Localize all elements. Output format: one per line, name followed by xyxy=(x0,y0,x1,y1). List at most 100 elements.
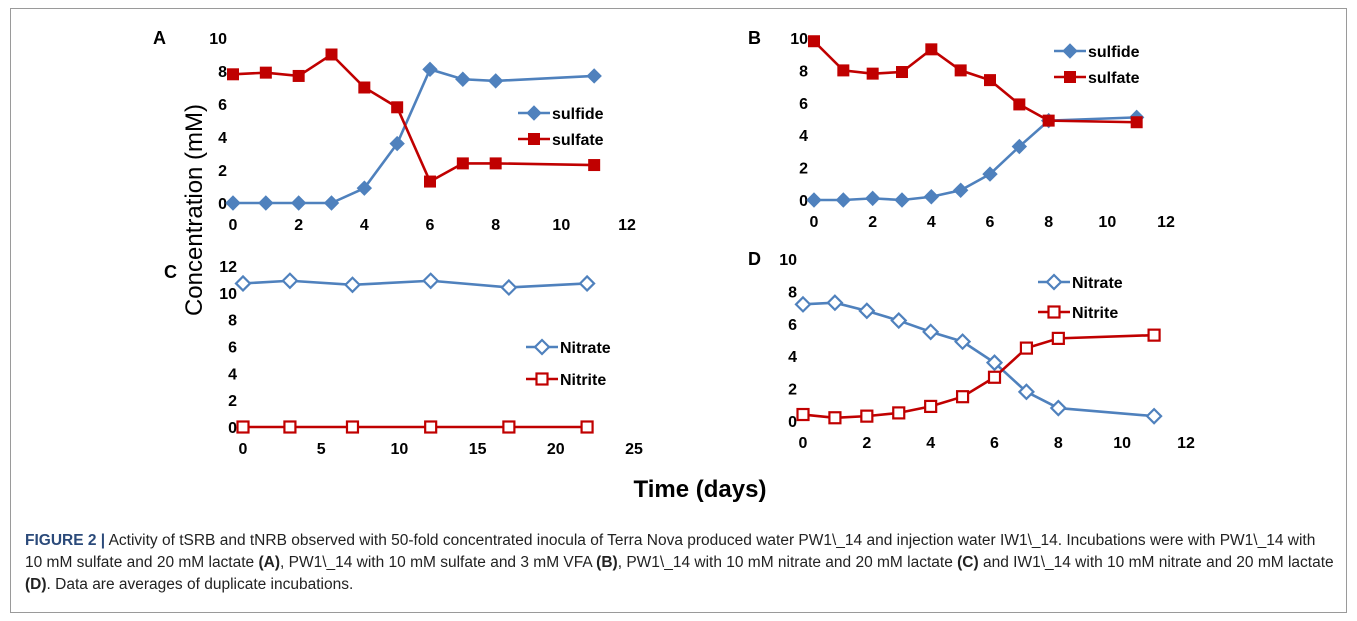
figure-svg: Concentration (mM) Time (days) A 0 2 4 6 8 10 0… xyxy=(153,28,1195,503)
panel-a-xtick-label: 2 xyxy=(294,217,303,234)
panel-a-xtick-label: 4 xyxy=(360,217,369,234)
panel-b-legend-sulfate: sulfate xyxy=(1054,70,1140,87)
caption-text-2: , PW1\_14 with 10 mM sulfate and 3 mM VF… xyxy=(280,554,597,571)
panel-a-legend-sulfate-swatch-marker xyxy=(528,133,540,145)
panel-b-sulfate-point xyxy=(896,66,908,79)
x-axis-label: Time (days) xyxy=(634,476,767,503)
panel-b-sulfate-point xyxy=(984,74,996,87)
panel-b-series-sulfide xyxy=(806,109,1145,208)
panel-d-series-nitrate xyxy=(794,294,1163,425)
panel-d-ytick-label: 4 xyxy=(788,349,797,366)
panel-d-nitrite-point xyxy=(1051,331,1065,345)
panel-b-ytick-label: 4 xyxy=(799,128,808,145)
panel-c-nitrite-point xyxy=(345,420,360,434)
panel-a-ytick-label: 8 xyxy=(218,64,227,81)
panel-a-sulfate-point xyxy=(259,66,272,79)
panel-b-ytick-label: 10 xyxy=(790,31,808,48)
panel-a-ytick-label: 6 xyxy=(218,97,227,114)
panel-d-xtick-label: 12 xyxy=(1177,435,1195,452)
panel-c-ytick-label: 6 xyxy=(228,340,237,357)
panel-a-sulfate-point xyxy=(358,81,371,94)
panel-d-nitrite-point xyxy=(924,399,938,414)
panel-d: D 0 2 4 6 8 10 0 2 4 6 8 10 12 Nitrate Nitrite xyxy=(748,249,1195,452)
panel-a-letter: A xyxy=(153,28,166,48)
panel-c-xtick-label: 5 xyxy=(317,441,326,458)
panel-a-legend-sulfide-swatch-marker xyxy=(526,105,542,121)
panel-b-ytick-label: 0 xyxy=(799,193,808,210)
panel-d-xtick-label: 10 xyxy=(1113,435,1131,452)
panel-b-sulfide-point xyxy=(894,192,910,208)
panel-d-nitrite-point xyxy=(796,407,810,422)
panel-b-sulfate-point xyxy=(1013,98,1026,111)
panel-c-ytick-label: 4 xyxy=(228,366,237,383)
panel-d-xtick-label: 6 xyxy=(990,435,999,452)
panel-d-series-nitrite xyxy=(796,328,1161,425)
panel-a-sulfide-point xyxy=(323,195,340,211)
panel-b-sulfate-point xyxy=(1042,114,1055,127)
panel-d-nitrate-point xyxy=(985,354,1004,372)
panel-b-sulfide-point xyxy=(1011,138,1028,155)
panel-a-sulfide-point xyxy=(290,195,307,211)
panel-b-sulfate-point xyxy=(866,67,879,80)
caption-ref-d: (D) xyxy=(25,576,47,593)
panel-d-nitrate-point xyxy=(890,312,908,330)
panel-d-legend-nitrate: Nitrate xyxy=(1038,273,1123,292)
panel-a-sulfate-point xyxy=(489,157,502,170)
panel-c-nitrate-point xyxy=(281,272,299,290)
panel-d-ytick-label: 2 xyxy=(788,382,797,399)
panel-a-xtick-label: 12 xyxy=(618,217,636,234)
caption-ref-a: (A) xyxy=(258,554,280,571)
panel-a-ytick-label: 10 xyxy=(209,31,227,48)
panel-c-nitrate-point xyxy=(500,278,518,297)
panel-c-ytick-label: 12 xyxy=(219,259,237,276)
panel-c-ytick-label: 2 xyxy=(228,393,237,410)
panel-b-ytick-label: 6 xyxy=(799,96,808,113)
panel-a: A 0 2 4 6 8 10 0 2 4 6 8 10 12 sulfide sulfate xyxy=(153,28,636,234)
panel-d-nitrite-point xyxy=(860,409,874,423)
panel-c-xtick-label: 10 xyxy=(391,441,409,458)
panel-a-sulfate-point xyxy=(456,157,469,170)
panel-c-nitrite-point xyxy=(424,420,438,434)
panel-b-sulfate-point xyxy=(954,64,967,77)
panel-c-xtick-label: 0 xyxy=(239,441,248,458)
panel-c-series-nitrate xyxy=(234,272,596,297)
panel-a-series-sulfate xyxy=(227,48,601,188)
panel-a-xtick-label: 8 xyxy=(491,217,500,234)
panel-a-sulfide-point xyxy=(487,73,504,89)
panel-d-letter: D xyxy=(748,249,761,269)
panel-a-legend-sulfide-label: sulfide xyxy=(552,106,604,123)
panel-d-nitrate-point xyxy=(1049,399,1067,417)
panel-d-nitrate-point xyxy=(922,323,940,341)
panel-c-series-nitrite xyxy=(236,420,594,434)
panel-c-nitrite-point xyxy=(580,420,594,434)
panel-a-ytick-label: 0 xyxy=(218,196,227,213)
panel-d-nitrite-point xyxy=(828,411,842,425)
panel-b-sulfate-point xyxy=(925,43,938,56)
panel-d-nitrate-line xyxy=(802,301,1155,418)
panel-c-xtick-label: 20 xyxy=(547,441,565,458)
panel-a-sulfide-point xyxy=(389,135,405,152)
panel-a-sulfate-point xyxy=(424,175,436,188)
panel-a-legend-sulfate: sulfate xyxy=(518,132,604,149)
panel-d-legend-nitrate-swatch-marker xyxy=(1045,273,1063,291)
panel-d-nitrite-point xyxy=(955,390,970,404)
panel-d-nitrite-point xyxy=(892,406,906,420)
panel-d-nitrate-point xyxy=(1017,383,1035,401)
panel-b-xtick-label: 8 xyxy=(1044,214,1053,231)
panel-a-legend-sulfate-label: sulfate xyxy=(552,132,604,149)
panel-b-legend-sulfate-label: sulfate xyxy=(1088,70,1140,87)
panel-a-legend-sulfide: sulfide xyxy=(518,105,604,123)
panel-a-ytick-label: 2 xyxy=(218,163,227,180)
panel-b-xtick-label: 4 xyxy=(927,214,936,231)
panel-b-sulfide-point xyxy=(923,189,940,205)
y-axis-label: Concentration (mM) xyxy=(181,104,208,316)
panel-d-nitrite-point xyxy=(987,370,1002,384)
panel-c-ytick-label: 8 xyxy=(228,313,237,330)
panel-c: C 0 2 4 6 8 10 12 0 5 10 15 20 25 Nitrate Nitrite xyxy=(164,259,643,458)
panel-c-legend-nitrate: Nitrate xyxy=(526,338,611,357)
panel-c-legend-nitrate-swatch-marker xyxy=(533,338,551,356)
panel-a-xtick-label: 0 xyxy=(229,217,238,234)
panel-b-ytick-label: 2 xyxy=(799,161,808,178)
panel-b-sulfate-point xyxy=(1130,116,1143,129)
panel-b-sulfide-point xyxy=(835,192,852,208)
